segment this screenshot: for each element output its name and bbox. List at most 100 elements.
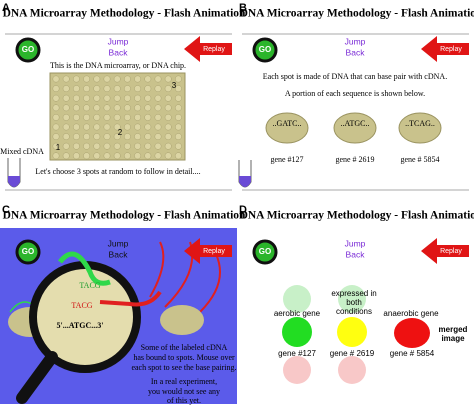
- chip-spot: [134, 94, 142, 102]
- replay-button[interactable]: [184, 238, 232, 264]
- chip-spot: [123, 85, 131, 93]
- chip-spot: [154, 104, 162, 112]
- spot: [283, 356, 311, 384]
- jump-back: Jump: [108, 238, 129, 248]
- chip-spot: [134, 123, 142, 131]
- chip-spot: [164, 123, 172, 131]
- chip-spot: [93, 113, 101, 121]
- chip-spot: [154, 133, 162, 141]
- panel-label: B: [239, 2, 247, 14]
- chip-spot: [52, 113, 60, 121]
- jump-back: Jump: [108, 36, 129, 46]
- annotation: expressed in: [331, 289, 376, 298]
- chip-spot: [103, 85, 111, 93]
- strand: [58, 251, 111, 286]
- chip-spot: [93, 104, 101, 112]
- chip-spot: [103, 133, 111, 141]
- chip-spot: [174, 142, 182, 150]
- panel-c: TACG TACG 5'...ATGC...3' Some of the lab…: [0, 204, 246, 405]
- go-button[interactable]: [252, 239, 278, 265]
- sequence: ..ATGC..: [341, 119, 370, 128]
- title: DNA Microarray Methodology - Flash Anima…: [3, 210, 246, 222]
- chip-spot: [103, 113, 111, 121]
- gene-label: gene #127: [270, 155, 303, 164]
- chip-spot: [83, 94, 91, 102]
- chip-spot: [62, 152, 70, 160]
- spot-number: 1: [56, 143, 61, 152]
- replay-button[interactable]: [421, 36, 469, 62]
- chip-spot: [83, 133, 91, 141]
- chip-spot: [103, 94, 111, 102]
- chip-spot: [144, 142, 152, 150]
- spot: [394, 318, 430, 348]
- panel-label: A: [2, 2, 10, 14]
- chip-spot: [62, 94, 70, 102]
- chip-spot: [93, 133, 101, 141]
- chip-spot: [174, 113, 182, 121]
- chip-spot: [154, 85, 162, 93]
- chip-spot: [174, 85, 182, 93]
- chip-spot: [164, 85, 172, 93]
- spot: [160, 305, 204, 335]
- chip-spot: [52, 123, 60, 131]
- panel-b: Each spot is made of DNA that can base p…: [238, 2, 474, 191]
- replay-button[interactable]: [421, 238, 469, 264]
- footer: Let's choose 3 spots at random to follow…: [35, 167, 200, 176]
- jump-back: Back: [346, 249, 366, 259]
- go-button[interactable]: [15, 37, 41, 63]
- chip-spot: [164, 152, 172, 160]
- gene-label: gene # 2619: [335, 155, 374, 164]
- spot: [283, 285, 311, 313]
- chip-spot: [62, 85, 70, 93]
- note-line: Some of the labeled cDNA: [141, 343, 228, 352]
- note-line: of this yet.: [167, 396, 201, 405]
- chip-spot: [83, 75, 91, 83]
- title: DNA Microarray Methodology - Flash Anima…: [3, 8, 246, 20]
- jump-back: Jump: [345, 36, 366, 46]
- jump-back: Back: [109, 249, 129, 259]
- chip-spot: [52, 142, 60, 150]
- replay-button[interactable]: [184, 36, 232, 62]
- chip-spot: [72, 113, 80, 121]
- chip-spot: [62, 75, 70, 83]
- chip-spot: [174, 152, 182, 160]
- chip-spot: [123, 113, 131, 121]
- chip-spot: [154, 94, 162, 102]
- chip-spot: [134, 104, 142, 112]
- chip-spot: [174, 104, 182, 112]
- chip-spot: [72, 104, 80, 112]
- chip-spot: [134, 152, 142, 160]
- chip-spot: [103, 142, 111, 150]
- probe: TACG: [79, 281, 100, 290]
- chip-spot: [154, 113, 162, 121]
- chip-spot: [113, 133, 121, 141]
- tube-label: Mixed cDNA: [0, 147, 44, 156]
- chip-spot: [52, 75, 60, 83]
- chip-spot: [144, 75, 152, 83]
- chip-spot: [62, 104, 70, 112]
- chip-spot: [123, 104, 131, 112]
- chip-spot: [123, 152, 131, 160]
- spot: [337, 317, 367, 347]
- go-button[interactable]: [15, 239, 41, 265]
- chip-spot: [144, 104, 152, 112]
- gene-label: gene # 2619: [330, 349, 375, 358]
- replay-label: Replay: [440, 46, 462, 53]
- chip-spot: [72, 85, 80, 93]
- spot: [333, 112, 377, 144]
- magnifier-handle: [16, 351, 58, 404]
- chip-spot: [154, 123, 162, 131]
- chip-spot: [113, 104, 121, 112]
- chip-spot: [93, 85, 101, 93]
- chip-spot: [123, 123, 131, 131]
- go-button[interactable]: [252, 37, 278, 63]
- gene-label: gene # 5854: [400, 155, 439, 164]
- chip-spot: [123, 94, 131, 102]
- spot: [338, 356, 366, 384]
- chip-spot: [83, 113, 91, 121]
- chip-spot: [83, 123, 91, 131]
- chip-spot: [164, 94, 172, 102]
- chip-spot: [103, 123, 111, 131]
- chip-spot: [83, 104, 91, 112]
